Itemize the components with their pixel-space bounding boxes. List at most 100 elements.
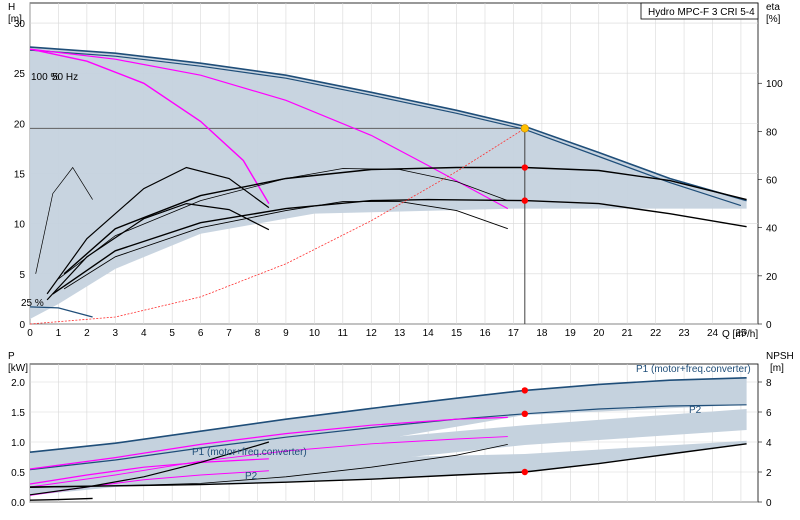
y-tick-label: 0.0 [11,498,25,509]
speed-label-freq: 50 Hz [52,72,78,83]
series-qh-2 [29,48,509,210]
x-tick-label: 9 [283,328,289,339]
x-tick-label: 12 [366,328,378,339]
x-tick-label: 18 [536,328,548,339]
x-tick-label: 7 [226,328,232,339]
x-tick-label: 24 [707,328,719,339]
x-tick-label: 10 [309,328,321,339]
x-tick-label: 0 [27,328,33,339]
operating-point [521,410,529,417]
y-right-axis-label: NPSH [766,351,794,362]
series-npsh-small [29,497,93,501]
x-tick-label: 4 [141,328,147,339]
y-right-tick-label: 2 [766,468,772,479]
series-eff-2 [58,168,508,280]
y-tick-label: 2.0 [11,378,25,389]
y-right-tick-label: 100 [766,79,783,90]
operating-range-band [30,47,747,319]
y-right-tick-label: 40 [766,224,778,235]
x-tick-label: 15 [451,328,463,339]
series-eff-1 [46,166,270,295]
legend-frame [640,2,759,20]
series-p1-1 [29,458,269,485]
y-tick-label: 30 [14,19,26,30]
y-right-axis-label: eta [766,2,780,13]
x-tick-label: 14 [423,328,435,339]
p2-label-right: P2 [689,405,702,416]
y-right-tick-label: 0 [766,320,772,331]
x-tick-label: 11 [338,328,349,339]
x-tick-label: 19 [565,328,577,339]
series-eff-3 [63,166,747,275]
x-tick-label: 3 [113,328,119,339]
series-system [29,128,526,325]
y-tick-label: 20 [14,119,26,130]
y-axis-unit: [m] [8,14,22,25]
series-eff-1-low [46,202,270,301]
series-eff-small [35,166,93,274]
speed-label-min: 25 % [21,298,44,309]
series-npsh-2 [29,444,508,488]
x-tick-label: 8 [255,328,261,339]
operating-point [521,387,529,394]
npsh-band [30,440,747,487]
y-tick-label: 15 [14,170,26,181]
x-tick-label: 22 [650,328,662,339]
p1-label-right: P1 (motor+freq.converter) [636,364,751,375]
series-eff-3-low [52,198,747,295]
series-qh-1 [29,48,270,204]
series-qh-min [29,306,93,318]
y-tick-label: 1.0 [11,438,25,449]
y-right-axis-unit: [m] [770,363,784,374]
y-tick-label: 5 [19,270,25,281]
x-tick-label: 16 [479,328,491,339]
y-right-tick-label: 60 [766,176,778,187]
x-tick-label: 21 [622,328,634,339]
y-axis-label: P [8,351,15,362]
series-qh-max-3b [29,49,742,207]
series-npsh-1 [29,441,270,496]
operating-point [521,164,529,171]
x-tick-label: 1 [56,328,62,339]
series-npsh-3 [29,443,747,488]
y-right-tick-label: 20 [766,272,778,283]
legend-box: Hydro MPC-F 3 CRI 5-4 [640,2,759,20]
x-tick-label: 20 [593,328,605,339]
series-qh-max-3 [29,46,747,202]
x-tick-label: 23 [679,328,691,339]
power-npsh-panel: 0.0 0.5 1.0 1.5 2.0 0 2 4 6 8 P[kW] NPSH[m] P1 (moto… [8,351,794,509]
y-tick-label: 25 [14,69,26,80]
x-tick-label: 6 [198,328,204,339]
series-p2-3 [29,404,747,471]
y-tick-label: 0 [19,320,25,331]
y-tick-label: 1.5 [11,408,25,419]
y-right-tick-label: 8 [766,378,772,389]
series-p1-2 [29,416,508,470]
y-axis-label: H [8,2,15,13]
legend-title: Hydro MPC-F 3 CRI 5-4 [648,7,755,18]
series-p1-3 [29,377,747,453]
x-axis-label: Q [m³/h] [722,329,758,340]
y-right-tick-label: 80 [766,127,778,138]
y-right-tick-label: 6 [766,408,772,419]
p2-label-left: P2 [245,471,258,482]
x-tick-label: 5 [169,328,175,339]
speed-label-max: 100 % [31,72,59,83]
y-tick-label: 0.5 [11,468,25,479]
series-eff-2-low [63,201,508,290]
x-tick-label: 25 [735,328,747,339]
y-axis-unit: [kW] [8,363,28,374]
y-right-tick-label: 4 [766,438,772,449]
operating-point [521,197,529,204]
x-tick-label: 2 [84,328,90,339]
p1-label-left: P1 (motor+freq.converter) [192,447,307,458]
y-tick-label: 10 [14,220,26,231]
duty-point [520,124,529,133]
y-right-axis-unit: [%] [766,14,781,25]
x-tick-label: 13 [394,328,406,339]
y-right-tick-label: 0 [766,498,772,509]
x-tick-label: 17 [508,328,520,339]
operating-point [521,468,529,476]
head-efficiency-panel: 0 1 2 3 4 5 6 7 8 9 10 11 12 13 14 15 16 17 18 19 20 21 22 23 24… [8,2,783,340]
